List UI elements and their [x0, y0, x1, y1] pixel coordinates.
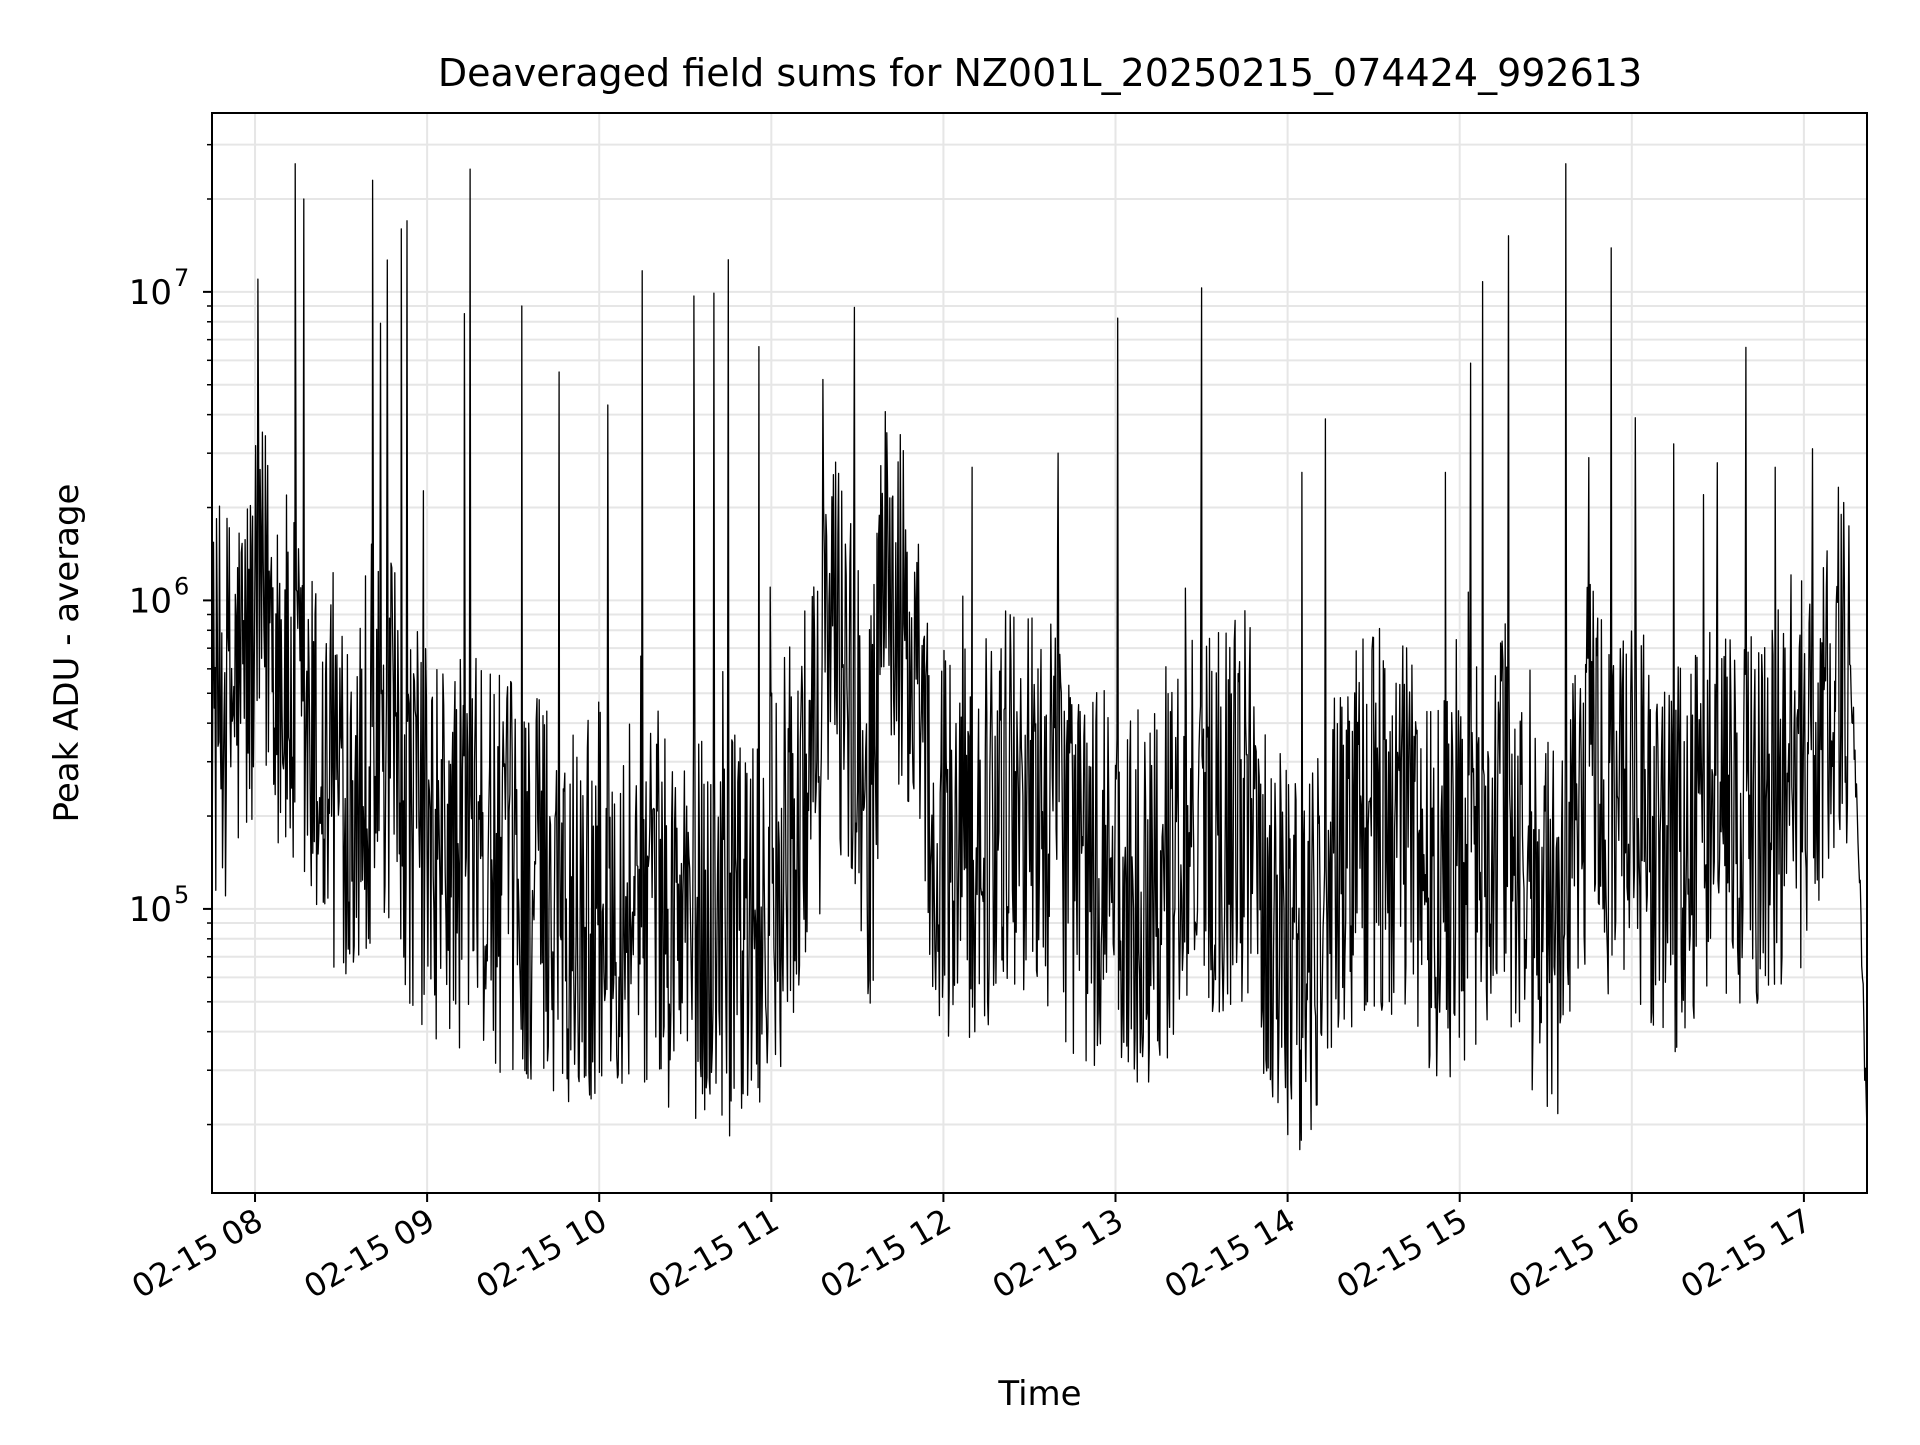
- y-tick-label: 10: [129, 273, 172, 313]
- plot-frame: [211, 112, 1868, 1194]
- x-axis-label: Time: [997, 1374, 1081, 1414]
- y-tick-label: 10: [129, 581, 172, 621]
- series-line: [212, 163, 1867, 1151]
- y-tick-exponent: 6: [174, 572, 189, 600]
- y-tick-exponent: 5: [174, 881, 189, 909]
- series-layer: [212, 163, 1867, 1151]
- y-tick-label: 10: [129, 890, 172, 930]
- chart-title: Deaveraged field sums for NZ001L_2025021…: [438, 51, 1642, 95]
- y-axis-label: Peak ADU - average: [47, 484, 87, 823]
- y-tick-exponent: 7: [174, 264, 189, 292]
